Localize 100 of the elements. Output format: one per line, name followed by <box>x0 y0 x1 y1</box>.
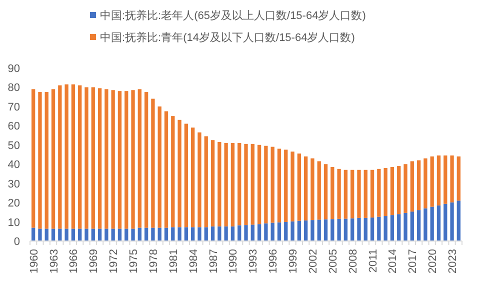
bar <box>158 228 162 241</box>
bar <box>424 208 428 241</box>
bar <box>131 228 135 241</box>
bar <box>198 132 202 228</box>
x-tick-label: 1993 <box>248 249 260 274</box>
bar <box>64 228 68 241</box>
x-tick-label: 1960 <box>28 249 40 274</box>
bar <box>370 218 374 241</box>
bar <box>38 228 42 241</box>
bar <box>277 148 282 222</box>
bar <box>210 140 215 226</box>
bar <box>71 84 76 229</box>
bar <box>390 215 394 241</box>
bar <box>357 218 361 241</box>
x-tick-label: 1972 <box>108 249 120 274</box>
bar <box>244 225 248 241</box>
bar <box>416 160 421 210</box>
bar <box>44 228 48 241</box>
bar <box>178 227 182 241</box>
bar <box>31 89 36 228</box>
x-tick-label: 2017 <box>407 249 420 274</box>
bar <box>58 228 62 241</box>
bar <box>31 228 36 241</box>
bar <box>78 228 82 241</box>
bar <box>184 227 188 241</box>
bar <box>277 222 282 241</box>
bar <box>317 220 321 241</box>
bar <box>218 226 222 241</box>
bar <box>377 216 381 241</box>
bar <box>171 116 175 228</box>
bar <box>204 227 208 241</box>
x-tick-label: 2002 <box>307 249 320 274</box>
bar <box>436 155 441 206</box>
x-tick-label: 2011 <box>367 249 380 273</box>
bar <box>111 228 115 241</box>
bar <box>224 142 228 226</box>
bar <box>184 124 188 228</box>
bar <box>151 228 155 241</box>
bar <box>104 228 108 241</box>
bar <box>450 155 454 202</box>
y-tick-label: 20 <box>8 198 20 210</box>
bar <box>410 161 414 212</box>
bar <box>98 88 102 229</box>
bar <box>404 164 408 213</box>
bar <box>344 218 348 241</box>
bar <box>397 166 401 214</box>
x-tick-label: 1969 <box>88 249 100 274</box>
bar <box>124 228 128 241</box>
x-tick-label: 1963 <box>48 249 60 274</box>
bar <box>430 206 434 241</box>
bar <box>111 90 115 229</box>
bar <box>317 161 321 220</box>
bar <box>304 156 308 220</box>
bar <box>164 228 168 241</box>
y-tick-label: 90 <box>8 63 20 75</box>
bar <box>397 214 401 241</box>
bar <box>384 216 388 241</box>
y-tick-label: 40 <box>8 159 20 172</box>
bar <box>324 164 328 220</box>
bar <box>230 142 235 226</box>
bar <box>384 168 388 216</box>
bar <box>144 228 148 241</box>
bar <box>337 168 341 219</box>
x-tick-label: 1984 <box>188 249 200 274</box>
bar <box>337 218 341 241</box>
bar <box>171 227 175 241</box>
x-tick-label: 2023 <box>447 249 460 274</box>
bar <box>370 170 374 218</box>
bar <box>330 166 334 220</box>
bar <box>264 146 268 224</box>
bar <box>244 144 248 226</box>
bar <box>456 156 461 201</box>
bar <box>250 144 254 225</box>
bar <box>230 226 235 241</box>
x-tick-label: 1975 <box>128 249 140 274</box>
bar <box>344 170 348 219</box>
bar <box>144 92 148 228</box>
bar <box>310 220 314 241</box>
bar <box>78 85 82 229</box>
bar <box>178 120 182 228</box>
bar <box>444 204 448 241</box>
bar <box>410 212 414 241</box>
bar <box>324 219 328 241</box>
bar <box>91 228 95 241</box>
bar <box>290 221 294 241</box>
bar <box>51 228 56 241</box>
bar <box>297 154 301 221</box>
bar <box>64 84 68 229</box>
y-tick-label: 60 <box>8 120 20 133</box>
bar <box>436 205 441 241</box>
legend-label: 中国:抚养比:老年人(65岁及以上人口数/15-64岁人口数) <box>100 9 366 22</box>
bar <box>424 158 428 208</box>
bar <box>51 89 56 229</box>
bar <box>310 158 314 220</box>
bar <box>284 150 288 222</box>
x-tick-label: 1990 <box>228 249 240 274</box>
bar <box>270 146 274 223</box>
bar <box>264 223 268 241</box>
bar <box>124 91 128 229</box>
bar <box>71 228 76 241</box>
